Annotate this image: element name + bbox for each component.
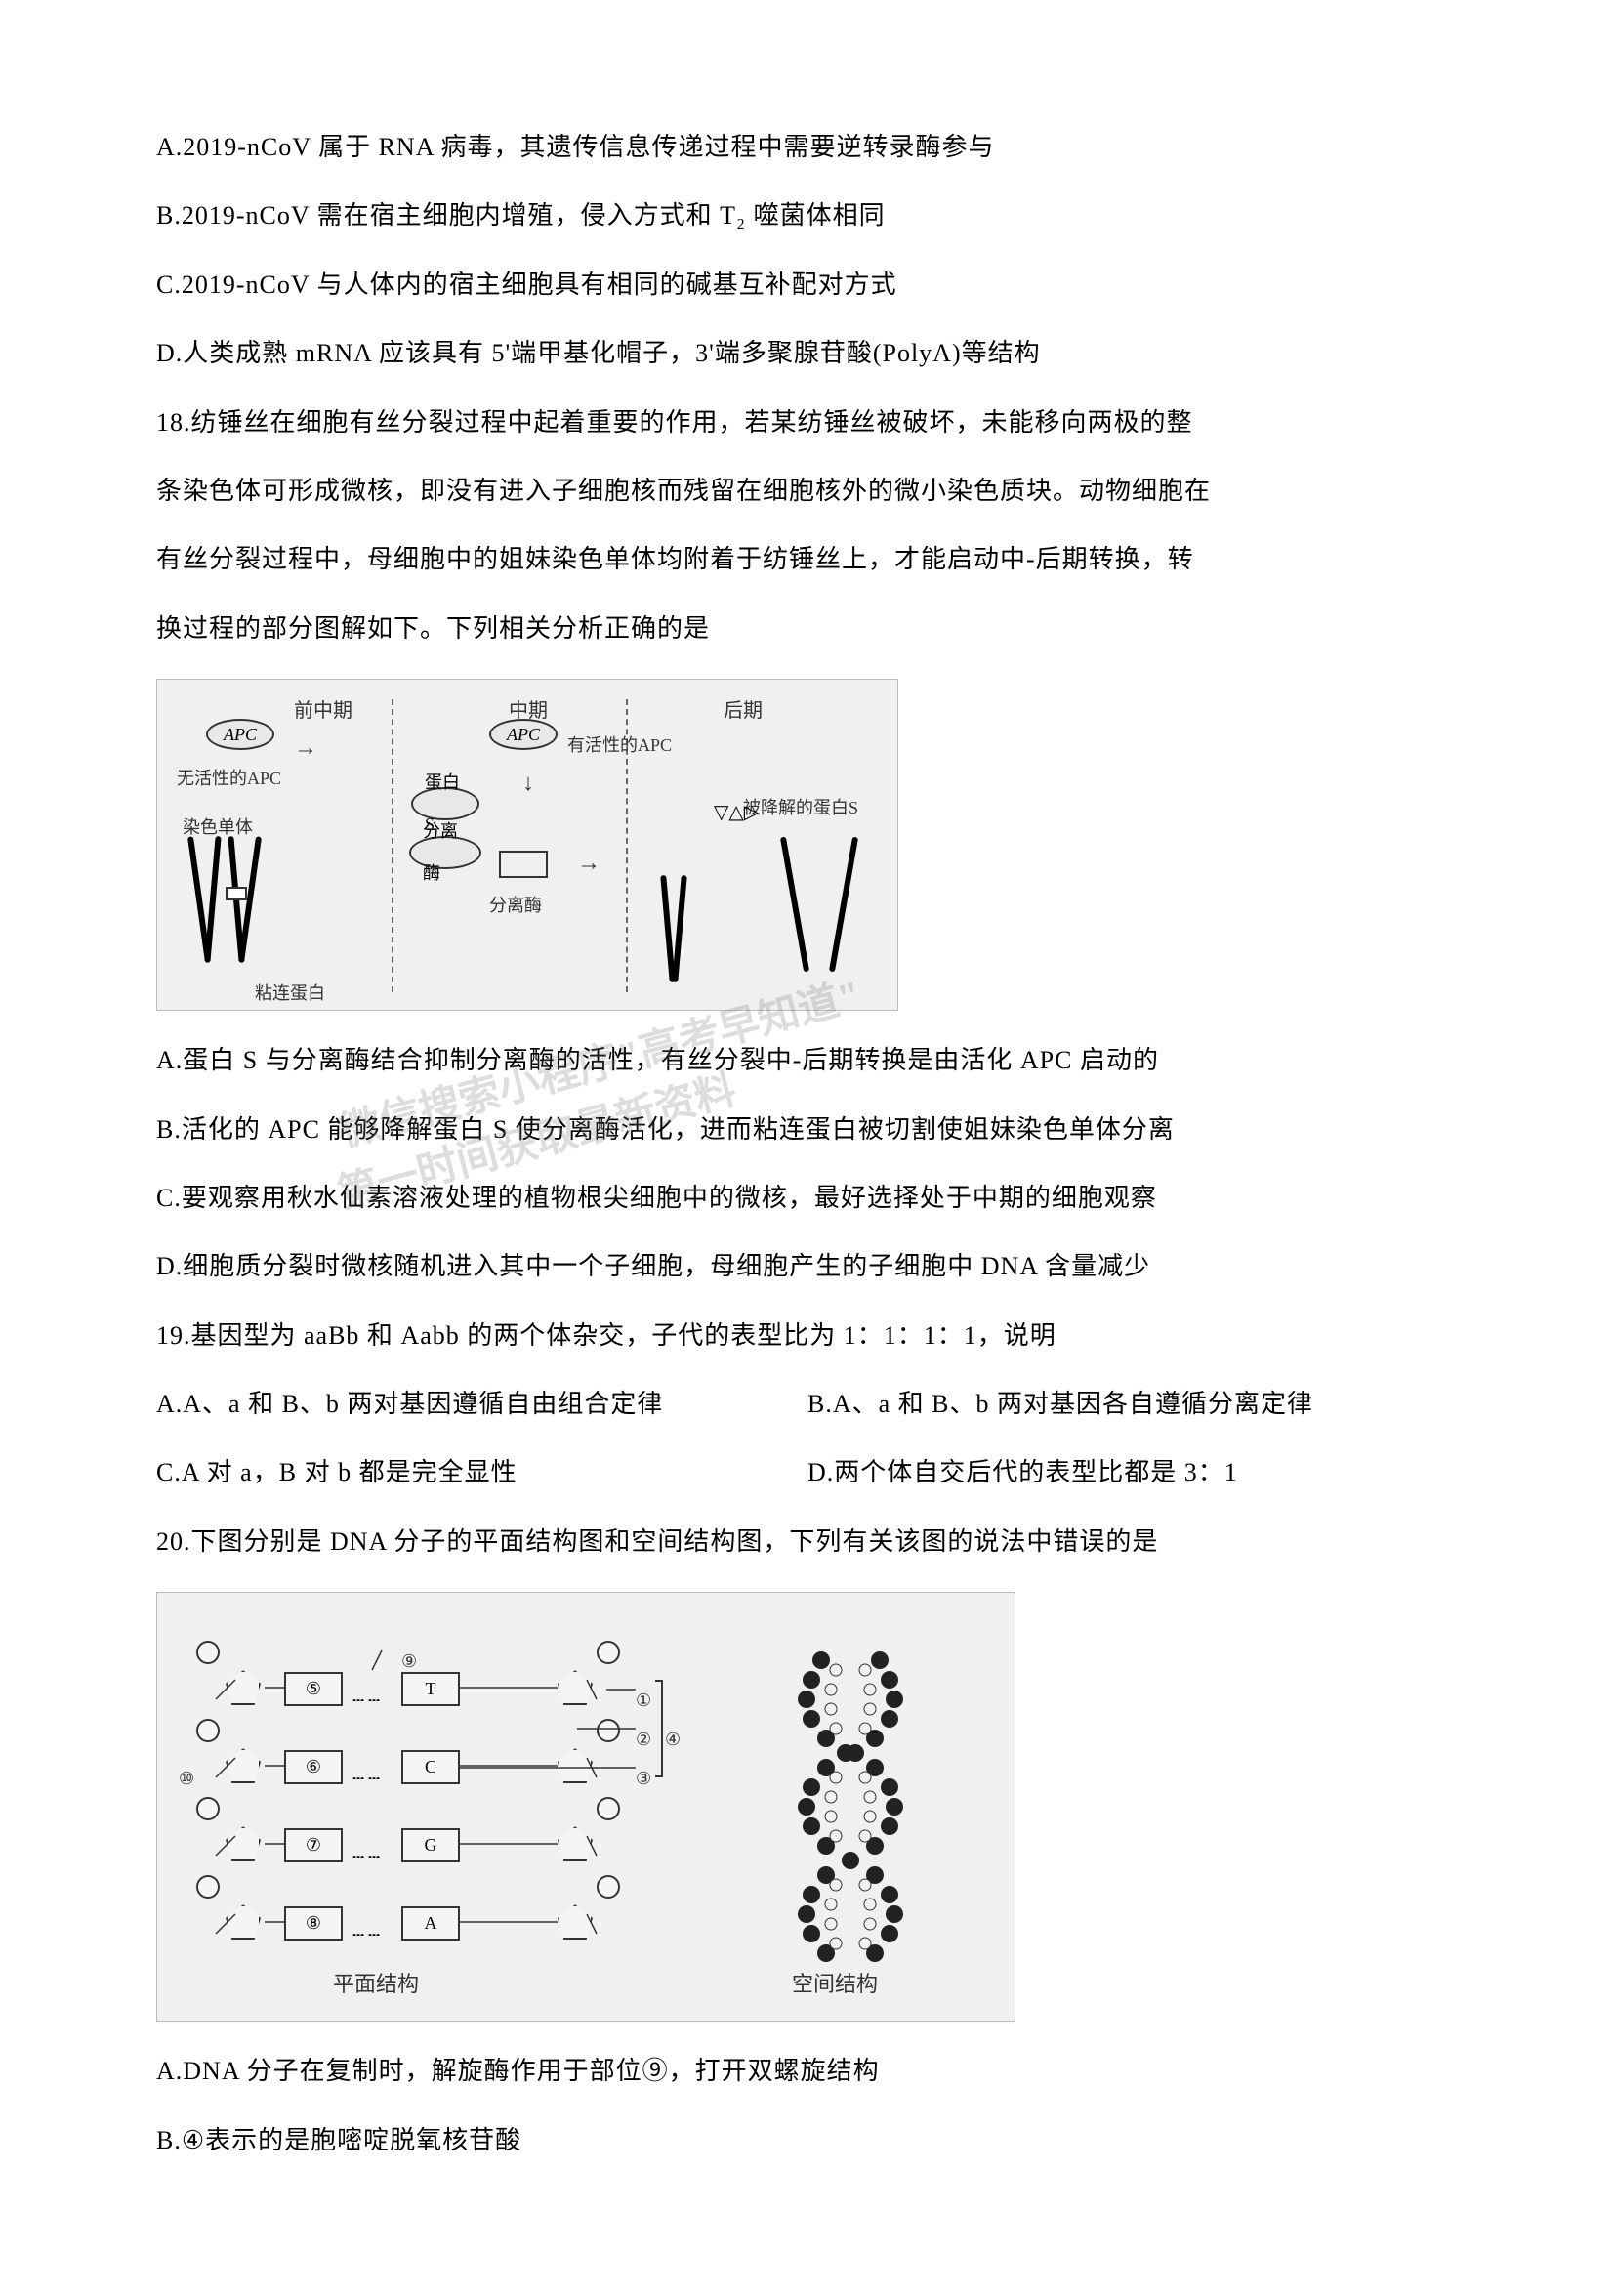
question-18-l2: 条染色体可形成微核，即没有进入子细胞核而残留在细胞核外的微小染色质块。动物细胞在: [156, 461, 1459, 522]
num-3-label: ③: [636, 1758, 651, 1800]
separase-box: [499, 851, 548, 878]
phase-divider-1: [392, 699, 393, 992]
num-9-label: ⑨: [401, 1641, 417, 1683]
option-a-20: A.DNA 分子在复制时，解旋酶作用于部位⑨，打开双螺旋结构: [156, 2041, 1459, 2102]
phosphate-l4: [196, 1875, 220, 1899]
option-d-18: D.细胞质分裂时微核随机进入其中一个子细胞，母细胞产生的子细胞中 DNA 含量减…: [156, 1236, 1459, 1297]
fragment-icon: ▽△▷: [714, 789, 759, 836]
base-c: C: [401, 1750, 460, 1784]
sugar-l2: [226, 1748, 261, 1783]
question-18-l4: 换过程的部分图解如下。下列相关分析正确的是: [156, 599, 1459, 659]
sugar-l4: [226, 1904, 261, 1940]
option-a-18: A.蛋白 S 与分离酶结合抑制分离酶的活性，有丝分裂中-后期转换是由活化 APC…: [156, 1030, 1459, 1091]
phosphate-r3: [597, 1797, 620, 1820]
option-d-17: D.人类成熟 mRNA 应该具有 5'端甲基化帽子，3'端多聚腺苷酸(PolyA…: [156, 323, 1459, 384]
separase-oval: 分离酶: [409, 836, 481, 869]
base-6: ⑥: [284, 1750, 343, 1784]
num-10-label: ⑩: [179, 1758, 194, 1800]
sugar-l1: [226, 1670, 261, 1705]
option-c-19: C.A 对 a，B 对 b 都是完全显性: [156, 1442, 808, 1503]
question-20: 20.下图分别是 DNA 分子的平面结构图和空间结构图，下列有关该图的说法中错误…: [156, 1512, 1459, 1572]
chromatid-m2: [672, 875, 687, 982]
apc-oval-inactive: APC: [206, 719, 274, 750]
helix-svg: [782, 1641, 919, 1973]
hbond-1: ┄┄: [352, 1678, 384, 1725]
apc-diagram: 前中期 中期 后期 APC 无活性的APC → APC 有活性的APC → 染色…: [156, 679, 898, 1011]
dna-helix: [782, 1641, 919, 1973]
option-a-19: A.A、a 和 B、b 两对基因遵循自由组合定律: [156, 1374, 808, 1435]
phosphate-l1: [196, 1641, 220, 1664]
flat-label: 平面结构: [333, 1959, 419, 2011]
num-5: ⑤: [306, 1668, 321, 1710]
apc-oval-active: APC: [489, 719, 558, 750]
option-b-20: B.④表示的是胞嘧啶脱氧核苷酸: [156, 2110, 1459, 2171]
active-apc-label: 有活性的APC: [567, 725, 672, 767]
chromatid-a2: [829, 837, 858, 973]
option-b-17: B.2019-nCoV 需在宿主细胞内增殖，侵入方式和 T₂ 噬菌体相同: [156, 186, 1459, 246]
arrow-1: →: [294, 721, 317, 777]
option-b-18: B.活化的 APC 能够降解蛋白 S 使分离酶活化，进而粘连蛋白被切割使姐妹染色…: [156, 1100, 1459, 1160]
base-7: ⑦: [284, 1828, 343, 1862]
num-1-label: ①: [636, 1680, 651, 1722]
page: A.2019-nCoV 属于 RNA 病毒，其遗传信息传递过程中需要逆转录酶参与…: [0, 0, 1615, 2296]
num-7: ⑦: [306, 1824, 321, 1866]
chromatid-2: [204, 836, 221, 963]
sugar-r4: [558, 1904, 593, 1940]
separase-label: 分离酶: [489, 885, 542, 927]
question-19: 19.基因型为 aaBb 和 Aabb 的两个体杂交，子代的表型比为 1：1：1…: [156, 1306, 1459, 1366]
hbond-3: ┄┄: [352, 1834, 384, 1881]
arrow-2: →: [577, 836, 600, 893]
hbond-4: ┄┄: [352, 1912, 384, 1959]
phosphate-r4: [597, 1875, 620, 1899]
phosphate-l3: [196, 1797, 220, 1820]
cohesin-label: 粘连蛋白: [255, 973, 325, 1015]
phosphate-r2: [597, 1719, 620, 1742]
question-18-l3: 有丝分裂过程中，母细胞中的姐妹染色单体均附着于纺锤丝上，才能启动中-后期转换，转: [156, 529, 1459, 590]
spatial-label: 空间结构: [792, 1959, 878, 2011]
option-c-18: C.要观察用秋水仙素溶液处理的植物根尖细胞中的微核，最好选择处于中期的细胞观察: [156, 1168, 1459, 1229]
phase-late: 后期: [724, 688, 763, 734]
option-b-19: B.A、a 和 B、b 两对基因各自遵循分离定律: [808, 1374, 1459, 1435]
num-2-label: ②: [636, 1719, 651, 1761]
phosphate-r1: [597, 1641, 620, 1664]
question-18-l1: 18.纺锤丝在细胞有丝分裂过程中起着重要的作用，若某纺锤丝被破坏，未能移向两极的…: [156, 393, 1459, 453]
num-8: ⑧: [306, 1902, 321, 1944]
chromatid-a1: [780, 837, 809, 973]
base-g: G: [401, 1828, 460, 1862]
arrow-down: →: [502, 772, 559, 796]
base-5: ⑤: [284, 1672, 343, 1706]
inactive-apc-label: 无活性的APC: [177, 758, 281, 800]
sugar-l3: [226, 1826, 261, 1861]
sugar-r2: [558, 1748, 593, 1783]
base-a: A: [401, 1906, 460, 1941]
option-d-19: D.两个体自交后代的表型比都是 3：1: [808, 1442, 1459, 1503]
num-4-label: ④: [665, 1719, 681, 1761]
sugar-r3: [558, 1826, 593, 1861]
num-6: ⑥: [306, 1746, 321, 1788]
dna-diagram: ⑤ ┄┄ T ⑥ ┄┄ C ⑦ ┄┄ G ⑧ ┄┄ A ⑨ ⑩ ① ② ③ ④: [156, 1592, 1015, 2022]
base-8: ⑧: [284, 1906, 343, 1941]
degraded-label: 被降解的蛋白S: [743, 787, 858, 829]
cohesin-icon: [226, 887, 247, 900]
dna-flat-structure: ⑤ ┄┄ T ⑥ ┄┄ C ⑦ ┄┄ G ⑧ ┄┄ A ⑨ ⑩ ① ② ③ ④: [177, 1621, 724, 1992]
option-c-17: C.2019-nCoV 与人体内的宿主细胞具有相同的碱基互补配对方式: [156, 255, 1459, 315]
hbond-2: ┄┄: [352, 1756, 384, 1803]
sugar-r1: [558, 1670, 593, 1705]
phosphate-l2: [196, 1719, 220, 1742]
bracket-4: [655, 1680, 663, 1777]
option-a-17: A.2019-nCoV 属于 RNA 病毒，其遗传信息传递过程中需要逆转录酶参与: [156, 117, 1459, 178]
